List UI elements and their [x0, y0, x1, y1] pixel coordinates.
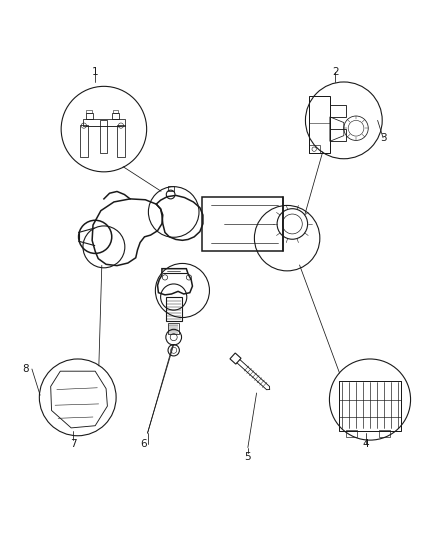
- Text: 2: 2: [331, 67, 338, 77]
- Bar: [100, 120, 107, 153]
- Bar: [168, 323, 179, 334]
- Text: 1: 1: [92, 67, 98, 77]
- Bar: [80, 125, 88, 157]
- Text: 6: 6: [140, 439, 146, 449]
- Bar: [329, 129, 346, 141]
- Bar: [113, 110, 117, 114]
- Bar: [378, 430, 389, 437]
- Bar: [201, 197, 282, 251]
- Text: 8: 8: [22, 364, 28, 374]
- Bar: [117, 125, 124, 157]
- Bar: [308, 96, 329, 153]
- Bar: [308, 145, 319, 153]
- Bar: [86, 110, 92, 114]
- Text: 4: 4: [361, 439, 368, 449]
- Text: 5: 5: [244, 452, 251, 462]
- Bar: [345, 430, 356, 437]
- Bar: [85, 114, 92, 119]
- Bar: [83, 119, 124, 126]
- Text: 3: 3: [379, 133, 385, 143]
- Bar: [112, 114, 118, 119]
- Bar: [338, 381, 400, 431]
- Bar: [329, 104, 346, 117]
- Bar: [167, 186, 173, 191]
- Bar: [166, 297, 181, 321]
- Text: 7: 7: [70, 439, 77, 449]
